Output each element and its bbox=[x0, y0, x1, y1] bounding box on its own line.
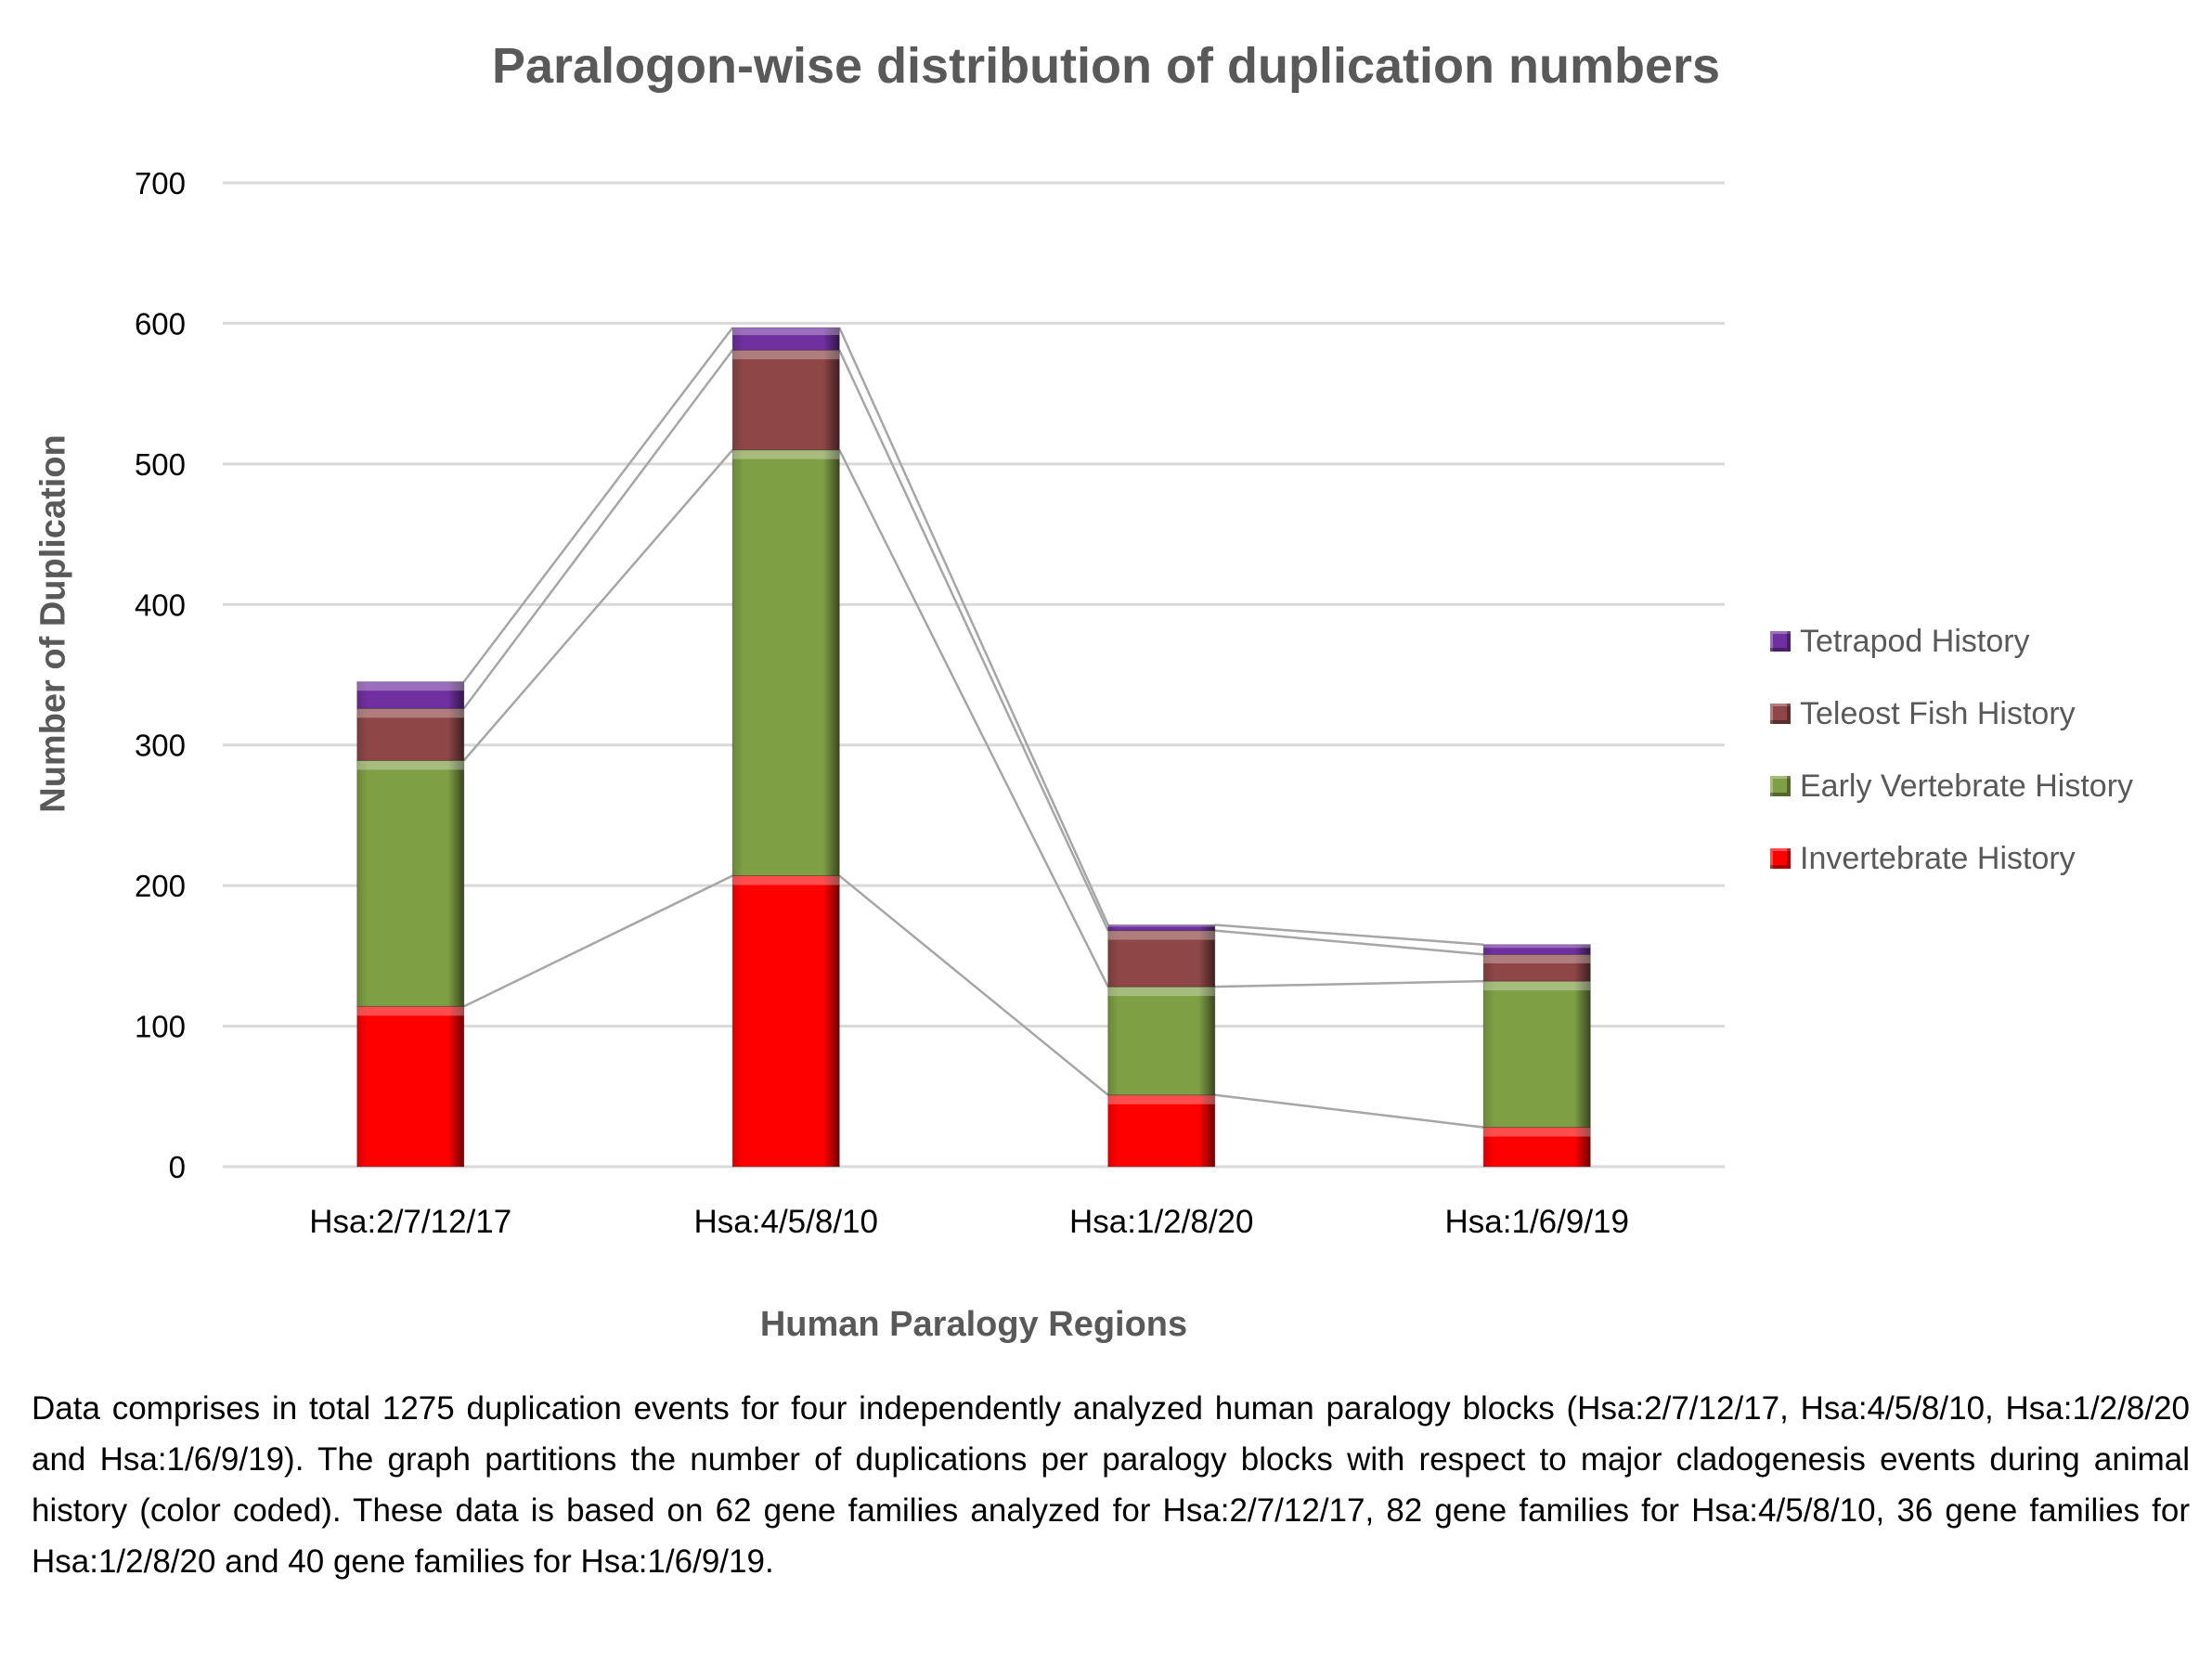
bar-bevel bbox=[1107, 930, 1215, 988]
bar-bevel bbox=[732, 875, 840, 1167]
bar-highlight bbox=[1107, 1094, 1215, 1104]
bar-highlight bbox=[1107, 987, 1215, 997]
bar-segment bbox=[731, 349, 840, 451]
bar-segment bbox=[731, 449, 840, 877]
bar-segment bbox=[1482, 953, 1591, 982]
y-axis-title: Number of Duplication bbox=[33, 434, 73, 813]
legend-swatch bbox=[1770, 704, 1791, 724]
series-line bbox=[1214, 923, 1484, 946]
series-line bbox=[462, 327, 734, 683]
y-tick-label: 700 bbox=[135, 166, 186, 200]
x-tick-label: Hsa:1/6/9/19 bbox=[1445, 1204, 1629, 1240]
bar-bevel bbox=[1483, 954, 1591, 982]
legend-item: Invertebrate History bbox=[1770, 822, 2133, 895]
bar-bevel bbox=[732, 350, 840, 450]
chart-title: Paralogon-wise distribution of duplicati… bbox=[491, 38, 1721, 94]
y-tick-label: 300 bbox=[135, 729, 186, 763]
x-tick-label: Hsa:2/7/12/17 bbox=[309, 1204, 511, 1240]
series-line bbox=[838, 874, 1109, 1096]
bar-segment bbox=[1482, 1127, 1591, 1168]
legend-label: Teleost Fish History bbox=[1800, 695, 2076, 731]
y-tick-label: 100 bbox=[135, 1010, 186, 1044]
bar-bevel bbox=[356, 1006, 464, 1167]
legend-label: Invertebrate History bbox=[1800, 840, 2076, 876]
legend-swatch bbox=[1770, 848, 1791, 869]
bar-highlight bbox=[1107, 930, 1215, 940]
bar-segment bbox=[1482, 944, 1591, 955]
series-line bbox=[462, 349, 734, 710]
series-line bbox=[462, 448, 734, 762]
bar-segment bbox=[1107, 930, 1216, 988]
legend-swatch bbox=[1770, 631, 1791, 652]
bar-bevel bbox=[1107, 987, 1215, 1095]
legend-item: Teleost Fish History bbox=[1770, 678, 2133, 750]
series-line bbox=[463, 874, 733, 1008]
bar-bevel bbox=[356, 760, 464, 1007]
series-line bbox=[838, 449, 1109, 988]
bar-highlight bbox=[1483, 954, 1591, 963]
bar-bevel bbox=[1107, 1094, 1215, 1167]
legend: Tetrapod History Teleost Fish History Earl… bbox=[1770, 605, 2133, 895]
bar-segment bbox=[356, 759, 465, 1007]
legend-item: Tetrapod History bbox=[1770, 605, 2133, 678]
legend-swatch bbox=[1770, 776, 1791, 796]
bar-segment bbox=[1107, 1094, 1216, 1168]
bar-highlight bbox=[1107, 924, 1215, 927]
series-line bbox=[1214, 1093, 1484, 1129]
y-tick-label: 600 bbox=[135, 306, 186, 341]
x-tick-label: Hsa:1/2/8/20 bbox=[1069, 1204, 1253, 1240]
series-line bbox=[1214, 979, 1484, 988]
bar-segment bbox=[731, 875, 840, 1168]
series-line bbox=[838, 349, 1109, 932]
figure-caption: Data comprises in total 1275 duplication… bbox=[32, 1390, 2190, 1580]
bar-highlight bbox=[1483, 944, 1591, 949]
bar-highlight bbox=[1483, 981, 1591, 991]
bar-bevel bbox=[732, 327, 840, 351]
bar-bevel bbox=[732, 449, 840, 876]
bar-highlight bbox=[732, 875, 840, 885]
y-tick-label: 0 bbox=[169, 1150, 186, 1184]
y-tick-label: 500 bbox=[135, 447, 186, 482]
bar-highlight bbox=[732, 350, 840, 360]
bar-segment bbox=[1107, 986, 1216, 1096]
legend-item: Early Vertebrate History bbox=[1770, 750, 2133, 822]
bar-highlight bbox=[1483, 1127, 1591, 1137]
bar-highlight bbox=[356, 708, 464, 718]
series-line bbox=[838, 327, 1109, 926]
bar-highlight bbox=[356, 760, 464, 770]
y-tick-label: 400 bbox=[135, 588, 186, 622]
bar-bevel bbox=[356, 681, 464, 709]
legend-label: Tetrapod History bbox=[1800, 623, 2030, 659]
legend-label: Early Vertebrate History bbox=[1800, 768, 2134, 804]
bar-segment bbox=[731, 327, 840, 351]
bar-segment bbox=[356, 1005, 465, 1168]
bar-bevel bbox=[1483, 944, 1591, 955]
bar-highlight bbox=[356, 681, 464, 691]
x-axis-title: Human Paralogy Regions bbox=[759, 1305, 1188, 1344]
bar-segment bbox=[356, 707, 465, 761]
series-line bbox=[1214, 929, 1484, 956]
bar-highlight bbox=[732, 449, 840, 459]
bar-bevel bbox=[356, 708, 464, 761]
bar-bevel bbox=[1107, 924, 1215, 931]
x-tick-label: Hsa:4/5/8/10 bbox=[694, 1204, 878, 1240]
bar-bevel bbox=[1483, 981, 1591, 1128]
bar-highlight bbox=[732, 327, 840, 336]
bar-bevel bbox=[1483, 1127, 1591, 1167]
y-tick-label: 200 bbox=[135, 869, 186, 903]
bar-segment bbox=[356, 681, 465, 709]
bar-segment bbox=[1482, 980, 1591, 1129]
bar-highlight bbox=[356, 1006, 464, 1016]
bar-segment bbox=[1107, 924, 1216, 932]
